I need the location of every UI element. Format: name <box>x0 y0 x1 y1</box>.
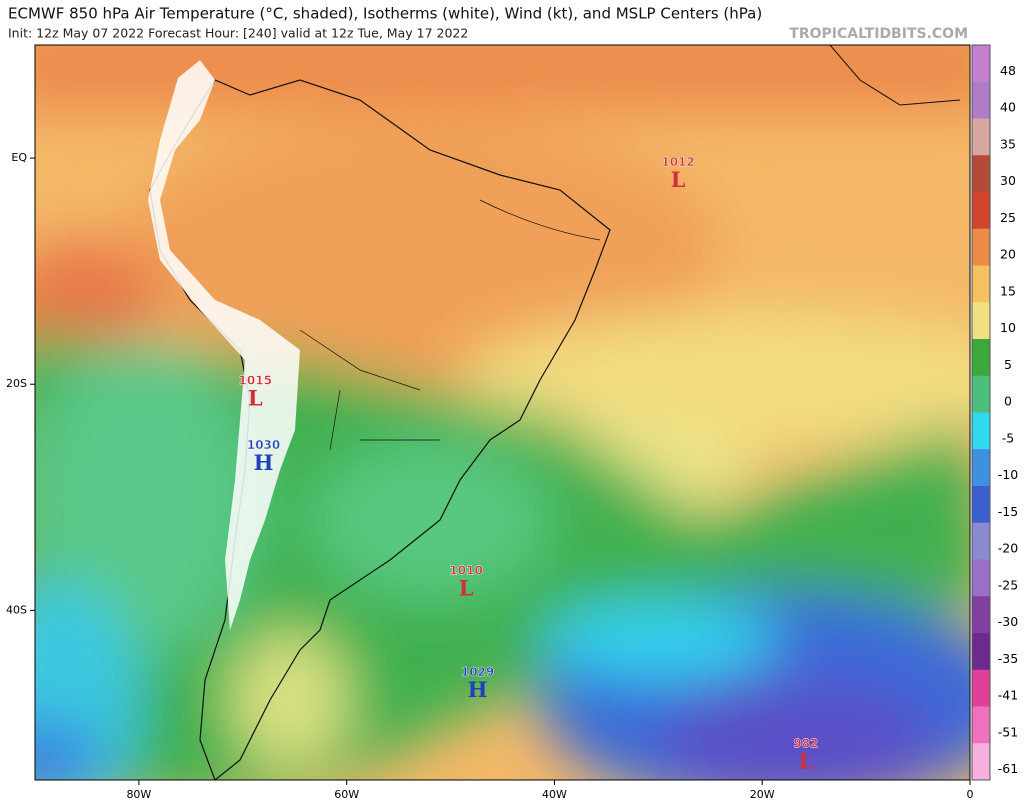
colorbar-label: 35 <box>1000 136 1016 151</box>
temperature-field <box>35 45 970 780</box>
title: ECMWF 850 hPa Air Temperature (°C, shade… <box>8 5 762 23</box>
pressure-value: 1012 <box>661 155 694 169</box>
colorbar-label: 0 <box>1004 394 1012 409</box>
colorbar-label: 15 <box>1000 283 1016 298</box>
colorbar-label: -41 <box>998 688 1018 703</box>
colorbar-segment <box>972 118 990 156</box>
colorbar-label: 5 <box>1004 357 1012 372</box>
x-tick-label: 20W <box>750 788 775 800</box>
colorbar-label: -25 <box>998 577 1018 592</box>
colorbar-segment <box>972 45 990 83</box>
colorbar-segment <box>972 412 990 450</box>
colorbar-segment <box>972 486 990 524</box>
colorbar-segment <box>972 522 990 560</box>
pressure-symbol: L <box>671 167 686 192</box>
colorbar-segment <box>972 81 990 119</box>
colorbar-label: 40 <box>1000 100 1016 115</box>
y-tick-label: 20S <box>6 377 27 390</box>
colorbar-label: -30 <box>998 614 1018 629</box>
subtitle: Init: 12z May 07 2022 Forecast Hour: [24… <box>8 26 468 41</box>
y-tick-label: EQ <box>11 151 27 164</box>
colorbar-label: -35 <box>998 651 1018 666</box>
pressure-value: 1010 <box>449 563 482 577</box>
colorbar-segment <box>972 633 990 671</box>
colorbar-label: -61 <box>998 761 1018 776</box>
colorbar-segment <box>972 449 990 487</box>
colorbar-label: -15 <box>998 504 1018 519</box>
colorbar-label: 10 <box>1000 320 1016 335</box>
pressure-value: 1030 <box>247 438 280 452</box>
colorbar-label: -10 <box>998 467 1018 482</box>
colorbar-segment <box>972 706 990 744</box>
colorbar-segment <box>972 559 990 597</box>
colorbar-segment <box>972 192 990 230</box>
watermark: TROPICALTIDBITS.COM <box>789 26 968 42</box>
colorbar-segment <box>972 302 990 340</box>
colorbar-segment <box>972 339 990 377</box>
pressure-value: 1029 <box>461 665 494 679</box>
colorbar-segment <box>972 743 990 781</box>
colorbar-segment <box>972 669 990 707</box>
colorbar-label: 20 <box>1000 247 1016 262</box>
pressure-symbol: L <box>248 385 263 410</box>
colorbar-segment <box>972 155 990 193</box>
colorbar-label: 30 <box>1000 173 1016 188</box>
x-tick-label: 40W <box>542 788 567 800</box>
colorbar-label: -51 <box>998 724 1018 739</box>
pressure-value: 1015 <box>239 373 272 387</box>
x-tick-label: 0 <box>967 788 974 800</box>
map-frame <box>34 44 971 781</box>
pressure-symbol: H <box>254 450 274 475</box>
colorbar-segment <box>972 265 990 303</box>
pressure-symbol: H <box>468 677 488 702</box>
x-tick-label: 80W <box>126 788 151 800</box>
pressure-symbol: L <box>798 748 813 773</box>
colorbar-label: 25 <box>1000 210 1016 225</box>
pressure-symbol: L <box>459 575 474 600</box>
colorbar-frame <box>971 44 991 781</box>
colorbar-segment <box>972 228 990 266</box>
colorbar-segment <box>972 596 990 634</box>
colorbar-segment <box>972 375 990 413</box>
colorbar-label: -5 <box>1002 430 1014 445</box>
colorbar-label: -20 <box>998 541 1018 556</box>
colorbar-label: 48 <box>1000 63 1016 78</box>
y-tick-label: 40S <box>6 603 27 616</box>
x-tick-label: 60W <box>334 788 359 800</box>
pressure-value: 982 <box>793 736 818 750</box>
